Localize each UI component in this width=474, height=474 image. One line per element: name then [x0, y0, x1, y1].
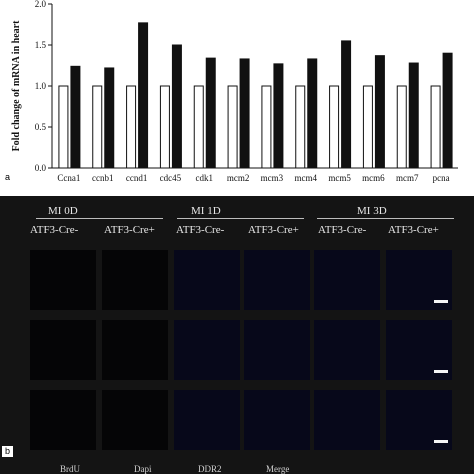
panel-b-tag: b: [2, 446, 13, 457]
bar-mcm5-series-1: [329, 85, 340, 169]
channel-label-ddr2: DDR2: [198, 464, 222, 474]
timepoint-divider-3d: [317, 218, 454, 219]
micrograph-tile: [174, 390, 240, 450]
x-tick-label: mcm4: [295, 173, 318, 183]
bar-mcm6-series-2: [374, 55, 385, 169]
micrograph-tile: [30, 320, 96, 380]
x-tick-label: pcna: [433, 173, 450, 183]
bar-mcm3-series-2: [273, 63, 284, 169]
x-tick-label: mcm7: [396, 173, 419, 183]
group-header-5: ATF3-Cre-: [318, 224, 367, 236]
y-tick-label: 2.0: [35, 0, 47, 9]
bar-pcna-series-1: [430, 85, 441, 169]
micrograph-tile: [314, 320, 380, 380]
bar-cdk1-series-1: [193, 85, 204, 169]
bar-mcm2-series-1: [227, 85, 238, 169]
group-header-2: ATF3-Cre+: [104, 224, 155, 236]
channel-label-merge: Merge: [266, 464, 290, 474]
timepoint-header-1d: MI 1D: [191, 205, 221, 217]
bar-ccnb1-series-2: [104, 67, 115, 169]
bar-mcm4-series-1: [295, 85, 306, 169]
group-header-1: ATF3-Cre-: [30, 224, 79, 236]
x-tick-label: Ccna1: [57, 173, 80, 183]
bar-mcm5-series-2: [341, 40, 352, 169]
x-tick-label: mcm6: [362, 173, 385, 183]
bar-cdc45-series-2: [171, 44, 182, 169]
micrograph-tile: [174, 250, 240, 310]
micrograph-tile: [244, 320, 310, 380]
bar-ccnd1-series-2: [138, 22, 149, 169]
x-tick-label: cdc45: [160, 173, 182, 183]
bar-ccna1-series-2: [70, 65, 81, 169]
bar-cdc45-series-1: [159, 85, 170, 169]
micrograph-tile: [244, 250, 310, 310]
micrograph-tile: [174, 320, 240, 380]
channel-label-brdu: BrdU: [60, 464, 80, 474]
x-tick-label: ccnb1: [92, 173, 114, 183]
bar-mcm6-series-1: [362, 85, 373, 169]
micrograph-tile: [244, 390, 310, 450]
bar-chart: 0.0 0.5 1.0 1.5 2.0 Fold change of mRNA in he…: [11, 0, 458, 183]
timepoint-header-0d: MI 0D: [48, 205, 78, 217]
bar-pcna-series-2: [442, 52, 453, 169]
bar-ccna1-series-1: [58, 85, 69, 169]
micrograph-tile: [102, 320, 168, 380]
timepoint-divider-1d: [177, 218, 304, 219]
y-axis-label: Fold change of mRNA in heart: [11, 20, 22, 152]
panel-a-tag: a: [2, 172, 13, 183]
micrograph-tile: [314, 250, 380, 310]
bar-cdk1-series-2: [205, 57, 216, 169]
timepoint-header-3d: MI 3D: [357, 205, 387, 217]
micrograph-tile: [30, 390, 96, 450]
micrograph-tile: [314, 390, 380, 450]
bar-mcm4-series-2: [307, 58, 318, 169]
group-header-6: ATF3-Cre+: [388, 224, 439, 236]
x-tick-label: mcm2: [227, 173, 250, 183]
micrograph-tile: [102, 390, 168, 450]
bar-mcm7-series-2: [408, 62, 419, 169]
x-tick-label: cdk1: [196, 173, 214, 183]
y-tick-label: 0.0: [35, 163, 47, 173]
micrograph-tile: [30, 250, 96, 310]
y-tick-label: 1.5: [35, 40, 47, 50]
scale-bar: [434, 370, 448, 373]
group-header-4: ATF3-Cre+: [248, 224, 299, 236]
scale-bar: [434, 440, 448, 443]
scale-bar: [434, 300, 448, 303]
y-tick-label: 0.5: [35, 122, 47, 132]
bar-ccnd1-series-1: [126, 85, 137, 169]
timepoint-divider-0d: [36, 218, 163, 219]
bar-mcm2-series-2: [239, 58, 250, 169]
y-tick-label: 1.0: [35, 81, 47, 91]
x-tick-label: ccnd1: [126, 173, 148, 183]
group-header-3: ATF3-Cre-: [176, 224, 225, 236]
x-tick-label: mcm3: [261, 173, 284, 183]
channel-label-dapi: Dapi: [134, 464, 152, 474]
bar-ccnb1-series-1: [92, 85, 103, 169]
micrograph-tile: [102, 250, 168, 310]
bar-mcm7-series-1: [396, 85, 407, 169]
x-tick-label: mcm5: [328, 173, 351, 183]
bar-mcm3-series-1: [261, 85, 272, 169]
